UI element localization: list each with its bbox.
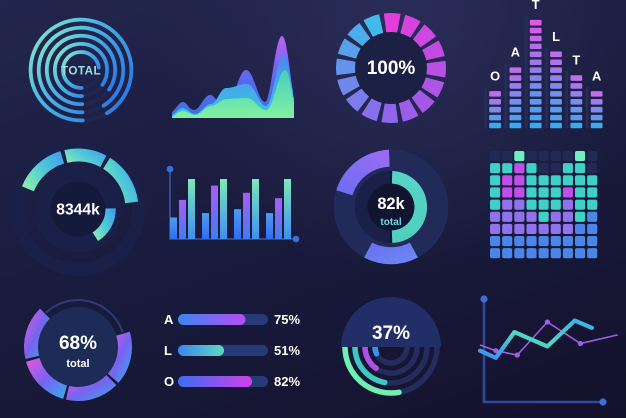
svg-text:A: A — [592, 68, 601, 83]
svg-text:82%: 82% — [274, 374, 300, 389]
svg-text:68%: 68% — [59, 333, 97, 354]
svg-text:L: L — [552, 29, 560, 44]
svg-text:O: O — [164, 374, 174, 389]
svg-text:total: total — [66, 358, 89, 370]
svg-text:T: T — [532, 0, 540, 12]
svg-text:T: T — [572, 53, 580, 68]
svg-text:total: total — [380, 217, 401, 228]
svg-text:37%: 37% — [372, 323, 410, 344]
svg-text:8344k: 8344k — [56, 201, 100, 218]
svg-text:A: A — [164, 312, 174, 327]
svg-text:L: L — [164, 343, 172, 358]
svg-text:TOTAL: TOTAL — [61, 65, 101, 78]
svg-text:O: O — [490, 68, 500, 83]
svg-text:100%: 100% — [367, 58, 416, 79]
svg-text:75%: 75% — [274, 312, 300, 327]
svg-text:82k: 82k — [377, 195, 405, 213]
svg-text:A: A — [511, 45, 520, 60]
svg-text:51%: 51% — [274, 343, 300, 358]
